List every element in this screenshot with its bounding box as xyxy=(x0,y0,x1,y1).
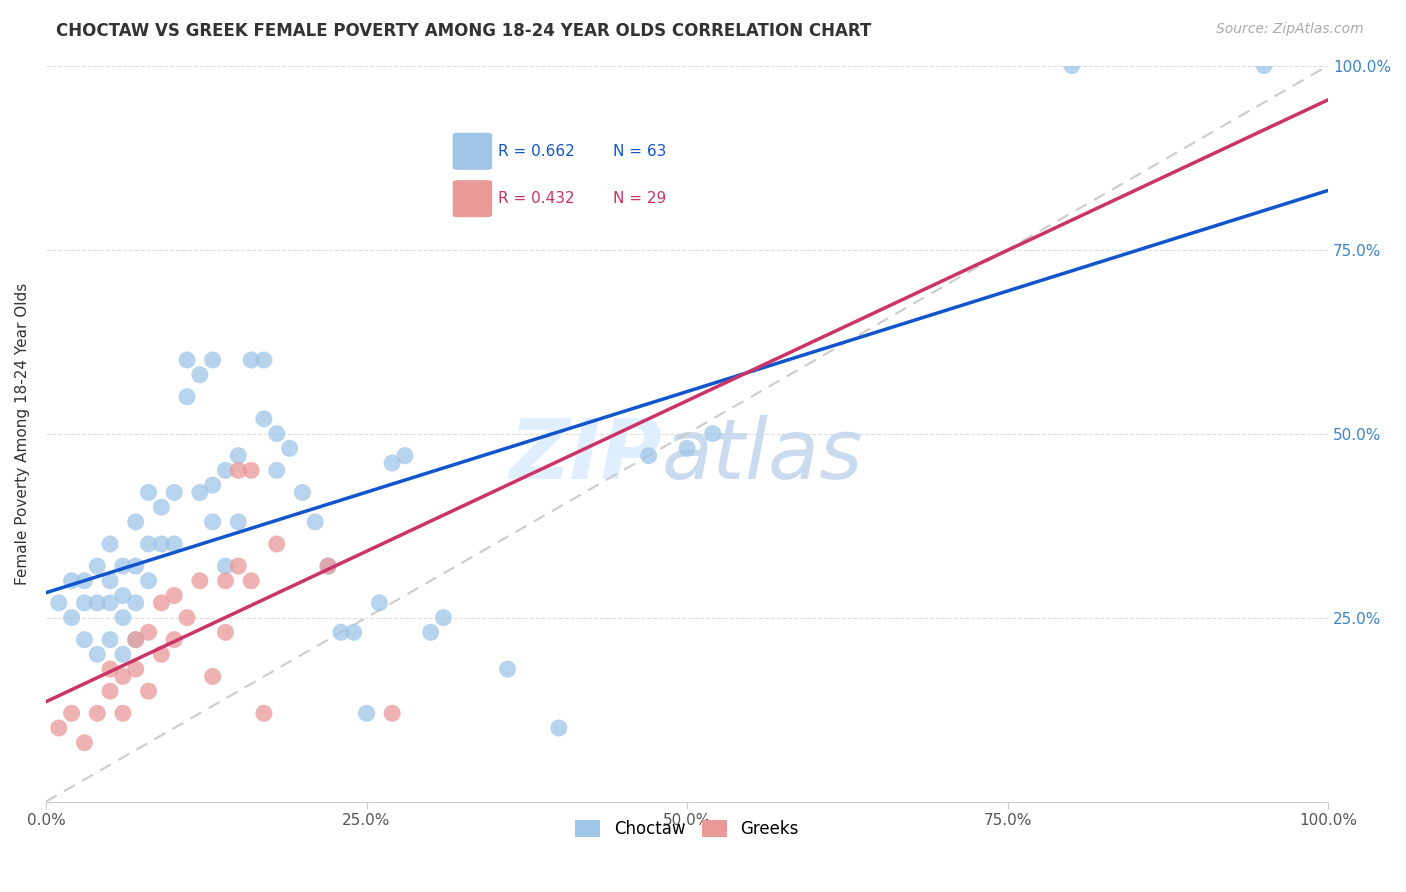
Point xyxy=(138,485,160,500)
Point xyxy=(98,662,121,676)
Point xyxy=(419,625,441,640)
Point xyxy=(98,537,121,551)
Point xyxy=(291,485,314,500)
Point xyxy=(111,706,134,721)
Point xyxy=(316,559,339,574)
Point xyxy=(676,442,699,456)
Point xyxy=(111,610,134,624)
Point xyxy=(111,559,134,574)
Text: Source: ZipAtlas.com: Source: ZipAtlas.com xyxy=(1216,22,1364,37)
Point xyxy=(48,721,70,735)
Point xyxy=(138,574,160,588)
Point xyxy=(98,596,121,610)
Point xyxy=(547,721,569,735)
Point xyxy=(48,596,70,610)
Point xyxy=(73,596,96,610)
Point xyxy=(138,684,160,698)
Point xyxy=(214,463,236,477)
Point xyxy=(188,485,211,500)
Point xyxy=(226,515,249,529)
Point xyxy=(86,596,108,610)
Point xyxy=(253,353,276,368)
Point xyxy=(60,574,83,588)
Point xyxy=(266,537,288,551)
Point xyxy=(253,706,276,721)
Point xyxy=(86,559,108,574)
Point xyxy=(226,449,249,463)
Point xyxy=(343,625,366,640)
Point xyxy=(73,574,96,588)
Point xyxy=(266,463,288,477)
Point xyxy=(163,589,186,603)
Point xyxy=(98,684,121,698)
Point xyxy=(176,610,198,624)
Point xyxy=(226,463,249,477)
Point xyxy=(138,625,160,640)
Point xyxy=(201,669,224,683)
Point xyxy=(125,662,148,676)
Point xyxy=(125,632,148,647)
Text: atlas: atlas xyxy=(661,415,863,496)
Point xyxy=(702,426,724,441)
Point xyxy=(73,736,96,750)
Point xyxy=(304,515,326,529)
Legend: Choctaw, Greeks: Choctaw, Greeks xyxy=(569,814,806,845)
Point xyxy=(125,596,148,610)
Point xyxy=(60,706,83,721)
Point xyxy=(381,706,404,721)
Point xyxy=(201,515,224,529)
Point xyxy=(201,478,224,492)
Point xyxy=(496,662,519,676)
Point xyxy=(214,559,236,574)
Point xyxy=(278,442,301,456)
Point xyxy=(60,610,83,624)
Point xyxy=(111,648,134,662)
Point xyxy=(329,625,352,640)
Point xyxy=(316,559,339,574)
Point xyxy=(125,515,148,529)
Point xyxy=(73,632,96,647)
Point xyxy=(125,559,148,574)
Point xyxy=(111,589,134,603)
Point xyxy=(176,353,198,368)
Point xyxy=(368,596,391,610)
Point xyxy=(214,625,236,640)
Text: CHOCTAW VS GREEK FEMALE POVERTY AMONG 18-24 YEAR OLDS CORRELATION CHART: CHOCTAW VS GREEK FEMALE POVERTY AMONG 18… xyxy=(56,22,872,40)
Point xyxy=(150,648,173,662)
Point xyxy=(188,574,211,588)
Point xyxy=(98,574,121,588)
Point xyxy=(163,537,186,551)
Point xyxy=(163,485,186,500)
Point xyxy=(163,632,186,647)
Point xyxy=(1253,59,1275,73)
Point xyxy=(240,574,263,588)
Point xyxy=(111,669,134,683)
Point xyxy=(240,353,263,368)
Point xyxy=(98,632,121,647)
Point xyxy=(240,463,263,477)
Point xyxy=(138,537,160,551)
Point xyxy=(214,574,236,588)
Point xyxy=(150,537,173,551)
Point xyxy=(266,426,288,441)
Point xyxy=(86,706,108,721)
Point xyxy=(201,353,224,368)
Point xyxy=(432,610,454,624)
Point xyxy=(394,449,416,463)
Point xyxy=(356,706,378,721)
Point xyxy=(188,368,211,382)
Point xyxy=(150,596,173,610)
Point xyxy=(226,559,249,574)
Y-axis label: Female Poverty Among 18-24 Year Olds: Female Poverty Among 18-24 Year Olds xyxy=(15,283,30,585)
Point xyxy=(381,456,404,470)
Point xyxy=(125,632,148,647)
Point xyxy=(1060,59,1083,73)
Point xyxy=(86,648,108,662)
Text: ZIP: ZIP xyxy=(509,415,661,496)
Point xyxy=(637,449,659,463)
Point xyxy=(253,412,276,426)
Point xyxy=(150,500,173,515)
Point xyxy=(176,390,198,404)
